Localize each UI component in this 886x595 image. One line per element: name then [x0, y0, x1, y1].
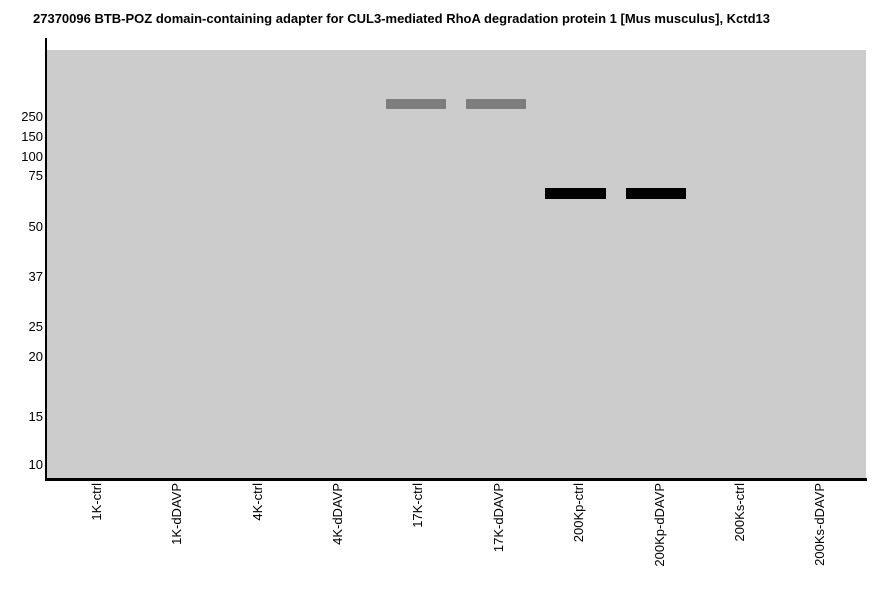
protein-band — [466, 99, 526, 109]
mw-tick-label: 20 — [28, 349, 43, 364]
mw-tick-label: 100 — [21, 149, 43, 164]
protein-band — [626, 188, 686, 199]
y-axis-line — [45, 38, 47, 481]
mw-tick-label: 15 — [28, 409, 43, 424]
mw-tick-label: 75 — [28, 168, 43, 183]
figure-title: 27370096 BTB-POZ domain-containing adapt… — [33, 11, 771, 26]
mw-tick-label: 250 — [21, 109, 43, 124]
mw-tick-label: 150 — [21, 129, 43, 144]
mw-tick-label: 37 — [28, 269, 43, 284]
mw-tick-label: 10 — [28, 457, 43, 472]
x-axis-line — [45, 478, 867, 481]
lane-label-text: 17K-dDAVP — [491, 483, 506, 553]
protein-band — [386, 99, 446, 109]
lane-label-text: 200Ks-dDAVP — [812, 483, 827, 566]
lane-label-text: 1K-ctrl — [89, 483, 104, 521]
protein-band — [545, 188, 606, 199]
lane-label-text: 17K-ctrl — [410, 483, 425, 528]
lane-label-text: 1K-dDAVP — [169, 483, 184, 545]
lane-label-text: 4K-ctrl — [250, 483, 265, 521]
plot-area — [47, 50, 866, 478]
mw-tick-label: 50 — [28, 219, 43, 234]
lane-label-text: 4K-dDAVP — [330, 483, 345, 545]
lane-label-text: 200Kp-dDAVP — [652, 483, 667, 567]
mw-tick-label: 25 — [28, 319, 43, 334]
lane-label-text: 200Kp-ctrl — [571, 483, 586, 543]
lane-label-text: 200Ks-ctrl — [732, 483, 747, 542]
